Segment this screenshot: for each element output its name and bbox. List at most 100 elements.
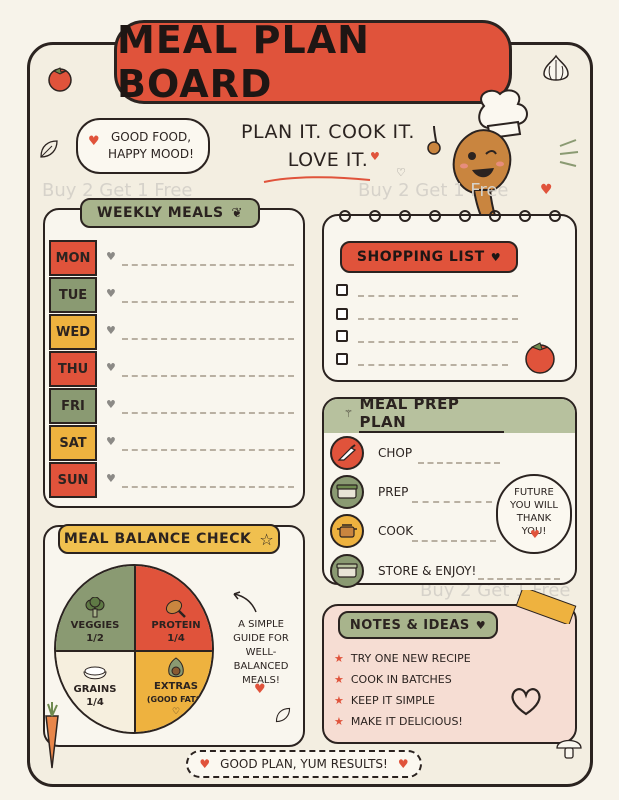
shopping-list-label: Shopping List ♥	[340, 241, 518, 273]
heart-icon: ♥	[199, 757, 211, 771]
mushroom-icon	[556, 739, 582, 759]
meal-entry-line[interactable]	[122, 301, 294, 303]
day-label-tue: TUE	[49, 277, 97, 313]
note-item: ★ Cook in batches	[334, 673, 452, 686]
storage-container-icon	[330, 554, 364, 588]
bubble-text: Future you will thank you!	[510, 487, 558, 537]
title-banner: Meal Plan Board	[114, 18, 512, 106]
shopping-checkbox[interactable]	[336, 353, 348, 365]
star-icon: ★	[334, 694, 344, 707]
tomato-icon	[48, 67, 72, 92]
slogan: Plan it. Cook it. Love it.	[228, 118, 428, 174]
notes-label: Notes & Ideas ♥	[338, 611, 498, 639]
meal-entry-line[interactable]	[122, 486, 294, 488]
extras-subtext: (Good fats)	[146, 694, 206, 704]
pot-icon	[330, 514, 364, 548]
star-icon: ★	[334, 673, 344, 686]
protein-fraction: 1/4	[167, 633, 185, 644]
heart-icon: ♡	[171, 706, 181, 717]
meal-entry-line[interactable]	[122, 412, 294, 414]
shopping-line	[358, 341, 518, 343]
plate-chart: Veggies 1/2 Protein 1/4 Grains 1/4 Extra…	[54, 564, 214, 734]
underline-swoosh	[263, 176, 371, 183]
heart-icon: ♥	[106, 250, 116, 263]
grains-text: Grains	[73, 684, 117, 695]
speech-bubble-good-food: Good Food, Happy Mood!	[76, 118, 210, 174]
prep-step-label: Chop	[378, 446, 413, 460]
heart-icon: ♥	[88, 134, 100, 149]
veggies-text: Veggies	[70, 620, 120, 631]
watermark-text: Buy 2 Get 1 Free	[42, 180, 193, 201]
prep-step-label: Store & Enjoy!	[378, 564, 477, 578]
shopping-checkbox[interactable]	[336, 330, 348, 342]
footer-banner: ♥ Good plan, yum results! ♥	[186, 750, 422, 778]
prep-line	[412, 501, 492, 503]
day-label-thu: THU	[49, 351, 97, 387]
balance-guide-text: A simple guide for well-balanced meals!	[233, 619, 289, 686]
heart-doodle-icon	[511, 688, 541, 716]
prep-step-label: Prep	[378, 485, 409, 499]
extras-text: Extras	[153, 680, 198, 692]
grains-fraction: 1/4	[86, 697, 104, 708]
shopping-line	[358, 318, 518, 320]
heart-icon: ♥	[540, 182, 553, 198]
prep-line	[412, 540, 496, 542]
protein-text: Protein	[151, 620, 201, 631]
garlic-icon	[543, 54, 569, 81]
carrot-icon	[45, 702, 59, 769]
tomato-icon	[525, 342, 555, 374]
note-item: ★ Keep it simple	[334, 694, 436, 707]
heart-icon: ♥	[254, 682, 266, 697]
leaf-icon	[40, 140, 58, 158]
meal-prep-label: ⚚ Meal Prep Plan	[344, 395, 504, 433]
note-item: ★ Make it delicious!	[334, 715, 463, 728]
heart-icon: ♥	[370, 150, 380, 163]
leaf-icon	[275, 707, 291, 723]
heart-icon: ♥	[106, 472, 116, 485]
bubble-text: Good Food, Happy Mood!	[108, 130, 194, 161]
speech-bubble-future-you: Future you will thank you!	[496, 474, 572, 554]
day-label-fri: FRI	[49, 388, 97, 424]
shopping-checkbox[interactable]	[336, 284, 348, 296]
washi-tape	[515, 590, 577, 624]
meal-entry-line[interactable]	[122, 375, 294, 377]
drumstick-icon	[165, 599, 186, 618]
container-icon	[330, 475, 364, 509]
veggies-fraction: 1/2	[86, 633, 104, 644]
meal-balance-label: Meal Balance Check ☆	[58, 524, 280, 554]
meal-entry-line[interactable]	[122, 449, 294, 451]
sparkle-lines	[559, 139, 579, 167]
arrow-icon	[233, 591, 257, 613]
heart-icon: ♥	[397, 757, 409, 771]
veggies-quadrant: Veggies 1/2	[56, 566, 136, 652]
day-label-sun: SUN	[49, 462, 97, 498]
extras-quadrant: Extras (Good fats) ♡	[136, 652, 212, 732]
notebook-rings-icon	[339, 210, 561, 222]
knife-icon	[330, 436, 364, 470]
footer-text: Good plan, yum results!	[220, 757, 388, 771]
prep-step-label: Cook	[378, 524, 414, 538]
heart-icon: ♥	[106, 324, 116, 337]
sparkle-icon: ⚚	[344, 408, 354, 420]
prep-line	[478, 578, 560, 580]
rice-bowl-icon	[83, 666, 107, 680]
day-label-sat: SAT	[49, 425, 97, 461]
heart-icon: ♥	[106, 435, 116, 448]
meal-entry-line[interactable]	[122, 338, 294, 340]
weekly-meals-label: Weekly Meals ❦	[80, 198, 260, 228]
prep-line	[418, 462, 500, 464]
leaf-icon: ❦	[231, 205, 243, 221]
heart-icon: ♥	[106, 287, 116, 300]
shopping-line	[358, 364, 508, 366]
meal-entry-line[interactable]	[122, 264, 294, 266]
shopping-checkbox[interactable]	[336, 308, 348, 320]
slogan-line-1: Plan it. Cook it.	[241, 121, 415, 143]
grains-quadrant: Grains 1/4	[56, 652, 136, 732]
day-label-mon: MON	[49, 240, 97, 276]
heart-icon: ♥	[106, 361, 116, 374]
heart-icon: ♥	[106, 398, 116, 411]
protein-quadrant: Protein 1/4	[136, 566, 212, 652]
star-icon: ☆	[259, 529, 275, 549]
slogan-line-2: Love it.	[287, 149, 369, 171]
page-title: Meal Plan Board	[117, 18, 370, 106]
